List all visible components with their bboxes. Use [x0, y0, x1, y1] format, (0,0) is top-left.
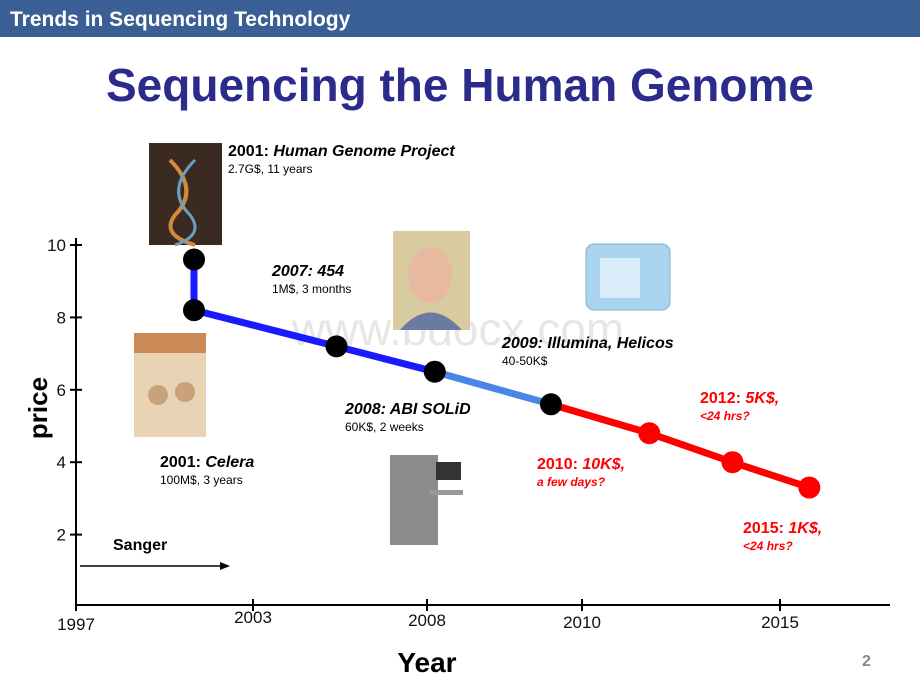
line-segment — [433, 368, 552, 408]
x-tick-label: 1997 — [57, 615, 95, 634]
y-axis-label: price — [23, 377, 53, 439]
annotation-name: 2007: 454 — [271, 263, 344, 280]
x-tick-label: 2008 — [408, 611, 446, 630]
chart-title: Sequencing the Human Genome — [106, 59, 814, 111]
annotation-head: 2007: 454 — [271, 263, 344, 280]
annotation-head: 2008: ABI SOLiD — [344, 401, 471, 418]
y-tick-label: 6 — [57, 381, 66, 400]
data-point — [423, 360, 446, 383]
annotation-head: 2001: Human Genome Project — [228, 143, 455, 160]
data-point — [183, 299, 205, 322]
annotation-head: 2009: Illumina, Helicos — [501, 335, 674, 352]
annotation-head: 2001: Celera — [160, 454, 254, 471]
annotation-name: Human Genome Project — [273, 143, 455, 160]
annotation-name: 2009: Illumina, Helicos — [501, 335, 674, 352]
annotation-detail: 2.7G$, 11 years — [228, 162, 313, 176]
x-tick-label: 2015 — [761, 613, 799, 632]
page-number: 2 — [862, 653, 871, 670]
annotation-year: 2012: — [700, 390, 741, 407]
annotation-year: 2001: — [228, 143, 269, 160]
annotation-detail: 1M$, 3 months — [272, 282, 351, 296]
science-cover — [134, 333, 206, 437]
line-segment — [193, 306, 338, 350]
header-bar — [0, 0, 920, 37]
x-tick-label: 2003 — [234, 608, 272, 627]
annotation-name: 2008: ABI SOLiD — [344, 401, 471, 418]
header: Trends in Sequencing Technology — [10, 8, 351, 31]
annotation-head: 2010: 10K$, — [537, 456, 625, 473]
solid-machine-image — [390, 455, 463, 545]
annotation-detail: 60K$, 2 weeks — [345, 420, 424, 434]
annotation-name: Celera — [205, 454, 254, 471]
line-segment — [335, 342, 436, 376]
range-arrow-head — [220, 562, 230, 570]
portrait-photo — [393, 231, 470, 330]
nature-cover — [149, 143, 222, 247]
annotation-year: 2015: — [743, 520, 784, 537]
annotation-detail: a few days? — [537, 475, 606, 489]
annotation-name: 10K$, — [582, 456, 625, 473]
annotation-detail: 100M$, 3 years — [160, 473, 243, 487]
data-point — [325, 335, 348, 358]
y-tick-label: 8 — [57, 308, 66, 327]
line-segment — [731, 458, 811, 491]
data-point — [183, 248, 205, 271]
data-point — [721, 451, 744, 474]
annotation-year: 2010: — [537, 456, 578, 473]
annotation-name: 5K$, — [745, 390, 779, 407]
data-point — [638, 422, 661, 445]
data-point — [798, 476, 821, 499]
line-segment — [648, 429, 734, 466]
y-tick-label: 2 — [57, 526, 66, 545]
y-tick-label: 4 — [57, 453, 66, 472]
annotation-name: 1K$, — [788, 520, 822, 537]
annotation-head: 2015: 1K$, — [743, 520, 822, 537]
annotation-year: 2001: — [160, 454, 201, 471]
x-axis-label: Year — [397, 647, 456, 678]
annotation-detail: <24 hrs? — [700, 409, 750, 423]
line-segment — [550, 400, 651, 437]
annotation-detail: <24 hrs? — [743, 539, 793, 553]
sequencer-image — [585, 243, 671, 311]
data-point — [540, 393, 562, 416]
x-tick-label: 2010 — [563, 613, 601, 632]
annotation-head: 2012: 5K$, — [700, 390, 779, 407]
range-label: Sanger — [113, 537, 167, 554]
annotation-detail: 40-50K$ — [502, 354, 548, 368]
y-tick-label: 10 — [47, 236, 66, 255]
